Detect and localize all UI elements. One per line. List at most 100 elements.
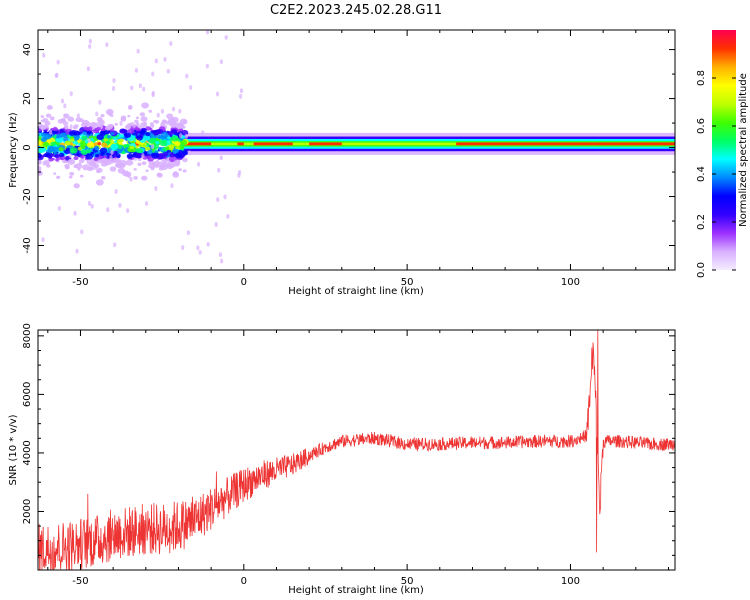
spectral-blob — [86, 122, 92, 127]
spectral-blob — [56, 134, 62, 139]
spectral-blob — [86, 149, 92, 154]
spectrogram-x-axis-label: Height of straight line (km) — [288, 286, 424, 297]
spectral-outlier — [181, 245, 185, 250]
spectral-blob — [96, 169, 101, 174]
spectral-blob — [114, 122, 118, 126]
spectral-blob — [135, 140, 140, 144]
spectral-blob — [110, 132, 115, 136]
spectral-blob — [48, 155, 53, 159]
spectral-outlier — [69, 91, 73, 97]
spectral-outlier — [205, 63, 209, 69]
spectral-blob — [158, 166, 164, 171]
spectral-blob — [40, 119, 44, 123]
spectrogram-y-tick-label: -40 — [22, 237, 33, 253]
spectral-outlier — [205, 30, 210, 35]
spectral-blob — [152, 143, 160, 149]
spectral-blob — [73, 183, 80, 189]
colorbar-tick-label: 0.8 — [696, 70, 707, 86]
spectral-blob — [118, 141, 123, 145]
colorbar-label: Normalized spectral amplitude — [738, 73, 749, 227]
spectral-outlier — [238, 93, 243, 99]
spectral-blob — [135, 116, 140, 120]
spectral-outlier — [49, 129, 53, 135]
spectral-blob — [149, 122, 154, 126]
spectral-blob — [126, 153, 134, 159]
spectral-outlier — [144, 201, 149, 206]
spectral-blob — [46, 163, 51, 168]
spectral-blob — [45, 125, 49, 129]
spectral-blob — [155, 141, 160, 145]
spectral-blob — [68, 130, 76, 136]
spectral-blob — [38, 159, 42, 165]
spectral-outlier — [126, 208, 130, 214]
snr-y-tick-label: 6000 — [22, 382, 33, 407]
spectral-outlier — [42, 160, 46, 166]
spectral-outlier — [136, 48, 140, 54]
spectral-blob — [158, 146, 163, 151]
spectral-outlier — [142, 86, 146, 92]
spectral-blob — [80, 155, 85, 159]
snr-y-axis-label: SNR (10 * v/v) — [8, 414, 19, 485]
spectral-blob — [136, 148, 143, 154]
snr-x-axis-label: Height of straight line (km) — [288, 585, 424, 596]
spectral-blob — [45, 113, 52, 118]
spectral-blob — [91, 163, 95, 166]
spectral-outlier — [69, 124, 73, 129]
spectral-outlier — [169, 41, 173, 46]
spectral-outlier — [226, 213, 230, 219]
spectral-blob — [117, 145, 123, 150]
spectral-blob — [99, 147, 108, 154]
spectral-outlier — [160, 108, 165, 114]
colorbar-ticks: 0.0 0.2 0.4 0.6 0.8 — [696, 70, 736, 278]
spectral-blob — [118, 162, 126, 169]
spectral-outlier — [237, 172, 241, 178]
spectral-blob — [137, 157, 142, 161]
spectral-outlier — [166, 68, 170, 74]
spectral-blob — [54, 153, 60, 159]
spectral-blob — [127, 114, 131, 118]
spectral-blob — [109, 166, 117, 172]
spectral-blob — [145, 146, 151, 151]
snr-series-line — [38, 330, 675, 570]
spectral-outlier — [214, 222, 218, 227]
spectrogram-marks — [38, 30, 675, 264]
spectral-outlier — [129, 176, 133, 182]
colorbar-tick-label: 0.0 — [696, 262, 707, 278]
spectral-blob — [136, 135, 143, 141]
spectral-blob — [141, 161, 147, 165]
spectral-blob — [172, 171, 179, 176]
spectral-blob — [50, 141, 56, 147]
spectral-peak-segment — [253, 142, 293, 146]
spectral-blob — [82, 164, 90, 171]
spectral-blob — [140, 122, 148, 128]
spectral-blob — [124, 132, 132, 139]
spectrogram-x-tick-label: 100 — [561, 277, 580, 288]
spectral-blob — [119, 134, 125, 138]
spectral-blob — [49, 116, 55, 121]
spectral-outlier — [186, 230, 191, 236]
spectral-blob — [40, 115, 45, 118]
spectral-blob — [86, 130, 92, 135]
spectral-outlier — [54, 73, 58, 78]
spectral-blob — [80, 145, 86, 150]
spectral-blob — [120, 117, 127, 122]
spectrogram-x-tick-label: 50 — [401, 277, 414, 288]
spectral-outlier — [223, 194, 227, 200]
spectral-blob — [174, 152, 183, 159]
spectral-blob — [72, 125, 78, 130]
spectral-blob — [105, 152, 110, 156]
colorbar-gradient — [712, 30, 736, 270]
spectral-blob — [67, 116, 75, 122]
spectral-blob — [67, 158, 76, 165]
spectral-blob — [113, 158, 120, 164]
spectral-outlier — [179, 133, 183, 139]
spectral-outlier — [141, 153, 145, 158]
snr-x-tick-label: 50 — [401, 576, 414, 587]
spectral-outlier — [88, 38, 92, 44]
spectral-blob — [82, 131, 87, 135]
spectral-outlier — [201, 130, 205, 136]
spectral-blob — [43, 133, 52, 140]
spectral-outlier — [206, 241, 210, 247]
spectral-outlier — [98, 99, 102, 105]
